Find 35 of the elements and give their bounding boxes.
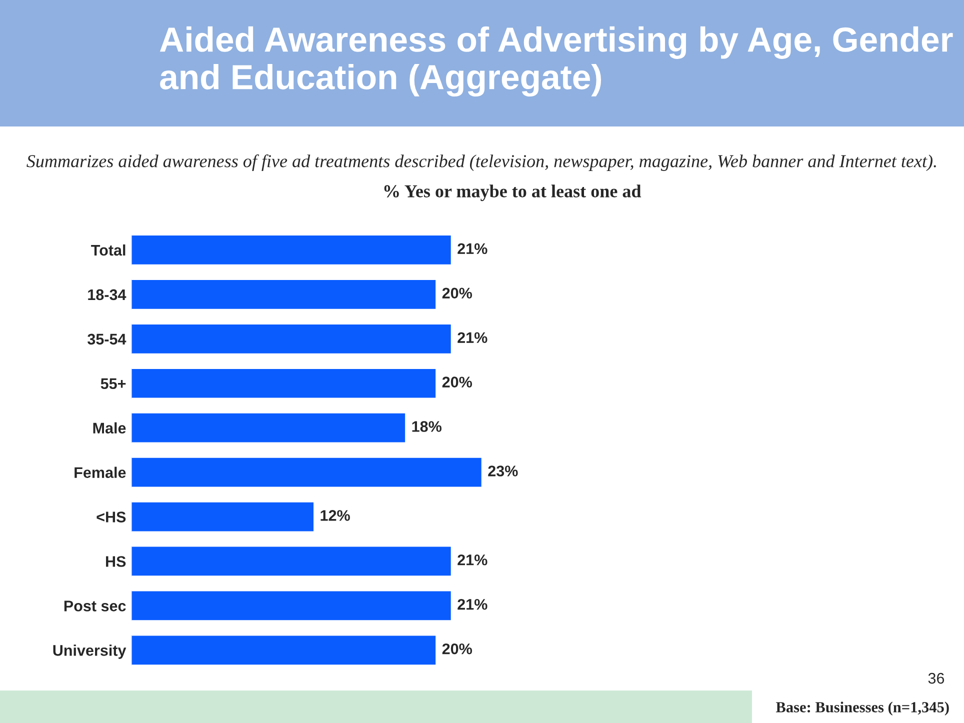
y-tick-label: Post sec <box>64 600 126 612</box>
y-tick-label: 55+ <box>100 378 126 390</box>
data-label: 20% <box>442 376 472 388</box>
data-label: 21% <box>458 332 488 343</box>
bar <box>131 368 437 400</box>
y-tick-label: HS <box>106 556 126 567</box>
data-label: 18% <box>412 421 442 432</box>
bar <box>131 634 437 666</box>
data-label: 21% <box>458 554 488 566</box>
data-label: 21% <box>458 243 488 254</box>
y-tick-label: Female <box>74 466 126 478</box>
y-tick-label: <HS <box>96 512 126 522</box>
bar <box>131 412 406 444</box>
y-tick-label: Male <box>93 422 126 434</box>
bar <box>131 456 483 488</box>
y-tick-label: University <box>53 644 126 659</box>
bar <box>131 234 452 266</box>
bar <box>131 323 452 355</box>
y-tick-label: Total <box>91 244 126 256</box>
data-label: 20% <box>442 288 472 299</box>
y-tick-label: 18-34 <box>88 289 126 300</box>
data-label: 20% <box>442 643 472 654</box>
chart-subtitle: Summarizes aided awareness of five ad treatments described (television, newspaper, magazine, Web banner and Internet text). <box>26 154 936 171</box>
data-label: 12% <box>320 510 350 521</box>
text: Base: Businesses (n=1,345) <box>776 702 949 716</box>
y-tick-label: 35-54 <box>88 334 126 345</box>
bar <box>131 545 452 578</box>
bar <box>131 500 315 533</box>
data-label: 23% <box>488 466 518 476</box>
bar <box>131 590 452 622</box>
data-label: 21% <box>458 598 488 610</box>
bar <box>131 278 437 310</box>
text: 36 <box>928 672 944 684</box>
text: Aided Awareness of Advertising by Age, Gender and Education (Aggregate) <box>160 26 953 96</box>
x-axis-title: % Yes or maybe to at least one ad <box>384 184 642 202</box>
